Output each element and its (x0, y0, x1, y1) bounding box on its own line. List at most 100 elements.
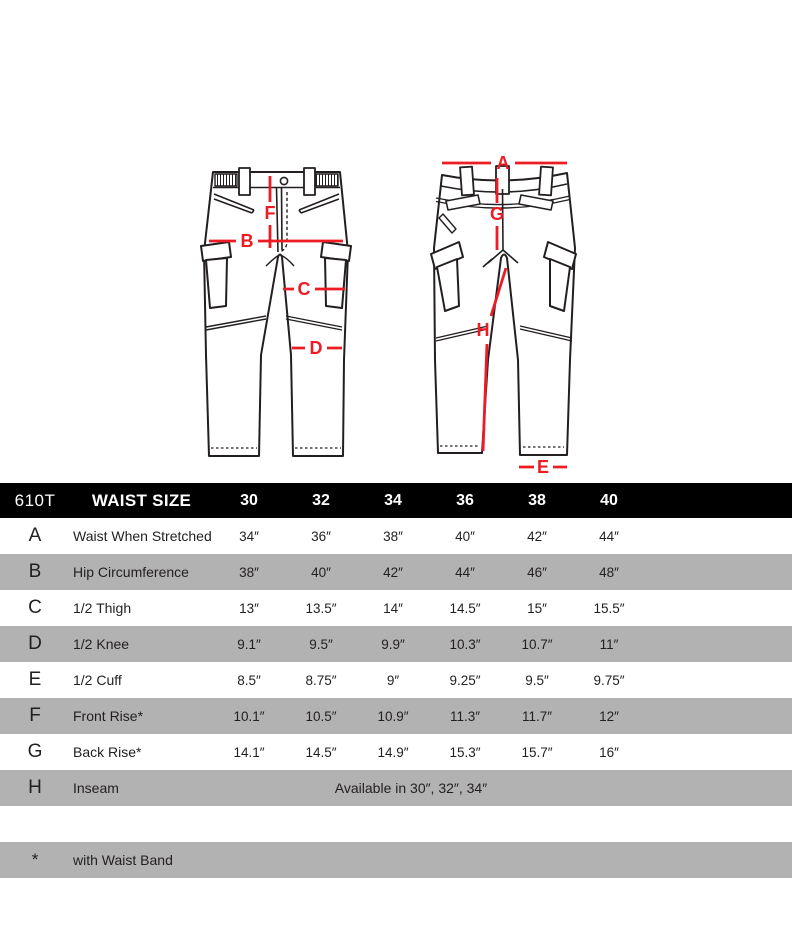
row-label: 1/2 Cuff (73, 672, 122, 688)
size-column-header: 30 (240, 491, 258, 509)
row-label: Back Rise* (73, 744, 142, 760)
measurement-value: 42″ (383, 564, 403, 580)
measurement-value: 9.5″ (525, 672, 549, 688)
measure-label-g: G (490, 204, 504, 224)
row-letter: D (28, 633, 42, 654)
size-column-header: 38 (528, 491, 546, 509)
measure-label-d: D (310, 338, 323, 358)
measurement-value: 14″ (383, 600, 403, 616)
measure-label-a: A (497, 153, 510, 173)
table-row: B Hip Circumference 38″ 40″ 42″ 44″ 46″ 48″ (0, 554, 792, 590)
waist-button (279, 176, 289, 186)
measurement-value: 15.7″ (521, 744, 553, 760)
measurement-value: 10.9″ (377, 708, 409, 724)
row-letter: E (28, 669, 42, 690)
row-label: Waist When Stretched (73, 528, 212, 544)
belt-loop (459, 165, 475, 197)
pants-measurement-diagram: F B C D A G H E (200, 153, 577, 477)
measurement-value: 15″ (527, 600, 547, 616)
measure-label-c: C (298, 279, 311, 299)
cargo-pocket-flap (200, 241, 232, 262)
measurement-value: 10.1″ (233, 708, 265, 724)
footnote-marker: * (31, 850, 39, 869)
footnote-row: * with Waist Band (0, 842, 792, 878)
footnote-text: with Waist Band (73, 852, 173, 868)
size-table-body: A Waist When Stretched 34″ 36″ 38″ 40″ 42″ 44″ B… (0, 518, 792, 806)
measurement-value: 15.3″ (449, 744, 481, 760)
measurement-value: 9.5″ (309, 636, 333, 652)
measurement-value: 11″ (599, 636, 619, 652)
row-label: 1/2 Thigh (73, 600, 132, 616)
measure-line-h (481, 267, 508, 452)
belt-loop (238, 167, 251, 196)
measure-label-e: E (537, 457, 549, 477)
back-pocket-flap (518, 194, 554, 211)
measurement-value: 12″ (599, 708, 619, 724)
measurement-value: 38″ (383, 528, 403, 544)
measurement-value: 8.75″ (305, 672, 337, 688)
model-number: 610T (14, 490, 56, 510)
size-table-header: 610T WAIST SIZE 30 32 34 36 38 40 (0, 483, 792, 518)
table-row: F Front Rise* 10.1″ 10.5″ 10.9″ 11.3″ 11.7″ 12″ (0, 698, 792, 734)
cargo-pocket-flap (543, 241, 577, 270)
belt-loop (303, 167, 316, 196)
measurement-value: 16″ (599, 744, 619, 760)
elastic-panel (315, 173, 339, 187)
measurement-value: 42″ (527, 528, 547, 544)
pants-front-view (200, 167, 352, 457)
measurement-value: 9.1″ (237, 636, 261, 652)
row-letter: H (28, 777, 42, 798)
cargo-pocket (549, 258, 571, 312)
size-table: 610T WAIST SIZE 30 32 34 36 38 40 A Waist When… (0, 483, 792, 878)
table-footnote-gap (0, 806, 792, 842)
measurement-value: 13″ (239, 600, 259, 616)
row-label: Inseam (73, 780, 119, 796)
measure-label-f: F (265, 203, 276, 223)
size-column-header: 32 (312, 491, 330, 509)
size-column-header: 40 (600, 491, 618, 509)
pants-diagram-area: F B C D A G H E (200, 153, 577, 477)
measurement-value: 11.3″ (449, 708, 481, 724)
table-row: E 1/2 Cuff 8.5″ 8.75″ 9″ 9.25″ 9.5″ 9.75″ (0, 662, 792, 698)
measurement-value: 46″ (527, 564, 547, 580)
measurement-value: 10.5″ (305, 708, 337, 724)
measurement-value: 38″ (239, 564, 259, 580)
measurement-value: 9″ (386, 672, 400, 688)
inseam-availability: Available in 30″, 32″, 34″ (334, 780, 488, 796)
measurement-value: 40″ (311, 564, 331, 580)
row-letter: G (27, 741, 43, 762)
measurement-value: 11.7″ (521, 708, 553, 724)
measurement-value: 34″ (239, 528, 259, 544)
measurement-value: 8.5″ (237, 672, 261, 688)
back-pocket-flap (445, 194, 481, 211)
measurement-value: 40″ (455, 528, 475, 544)
measurement-value: 44″ (599, 528, 619, 544)
row-label: Hip Circumference (73, 564, 189, 580)
row-letter: C (28, 597, 42, 618)
measurement-value: 15.5″ (593, 600, 625, 616)
table-row: D 1/2 Knee 9.1″ 9.5″ 9.9″ 10.3″ 10.7″ 11″ (0, 626, 792, 662)
row-label: Front Rise* (73, 708, 144, 724)
belt-loop (538, 165, 554, 197)
table-row: H Inseam Available in 30″, 32″, 34″ (0, 770, 792, 806)
measure-label-b: B (241, 231, 254, 251)
cargo-pocket (205, 257, 228, 309)
cargo-pocket (436, 258, 460, 312)
measure-label-h: H (477, 320, 490, 340)
cargo-pocket-flap (430, 241, 464, 270)
measurement-value: 48″ (599, 564, 619, 580)
row-letter: A (28, 525, 42, 546)
measurement-value: 10.3″ (449, 636, 481, 652)
measurement-value: 9.25″ (449, 672, 481, 688)
table-row: A Waist When Stretched 34″ 36″ 38″ 40″ 42″ 44″ (0, 518, 792, 554)
elastic-panel (214, 173, 238, 187)
measurement-value: 9.9″ (381, 636, 405, 652)
cargo-pocket (324, 257, 347, 309)
measurement-value: 14.9″ (377, 744, 409, 760)
size-column-header: 34 (384, 491, 402, 509)
measurement-value: 14.5″ (449, 600, 481, 616)
cargo-pocket-flap (320, 241, 352, 262)
measurement-value: 36″ (311, 528, 331, 544)
row-letter: F (29, 705, 41, 726)
measurement-value: 13.5″ (305, 600, 337, 616)
